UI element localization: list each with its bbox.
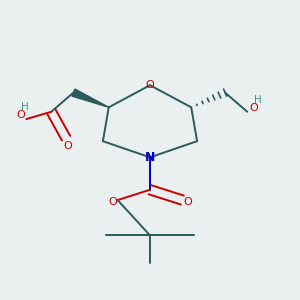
Text: H: H	[21, 102, 29, 112]
Text: O: O	[63, 141, 72, 151]
Text: O: O	[250, 103, 258, 113]
Text: N: N	[145, 151, 155, 164]
Text: O: O	[16, 110, 25, 120]
Text: O: O	[146, 80, 154, 90]
Text: O: O	[108, 196, 117, 206]
Text: O: O	[183, 196, 192, 206]
Polygon shape	[72, 89, 109, 107]
Text: H: H	[254, 95, 262, 105]
